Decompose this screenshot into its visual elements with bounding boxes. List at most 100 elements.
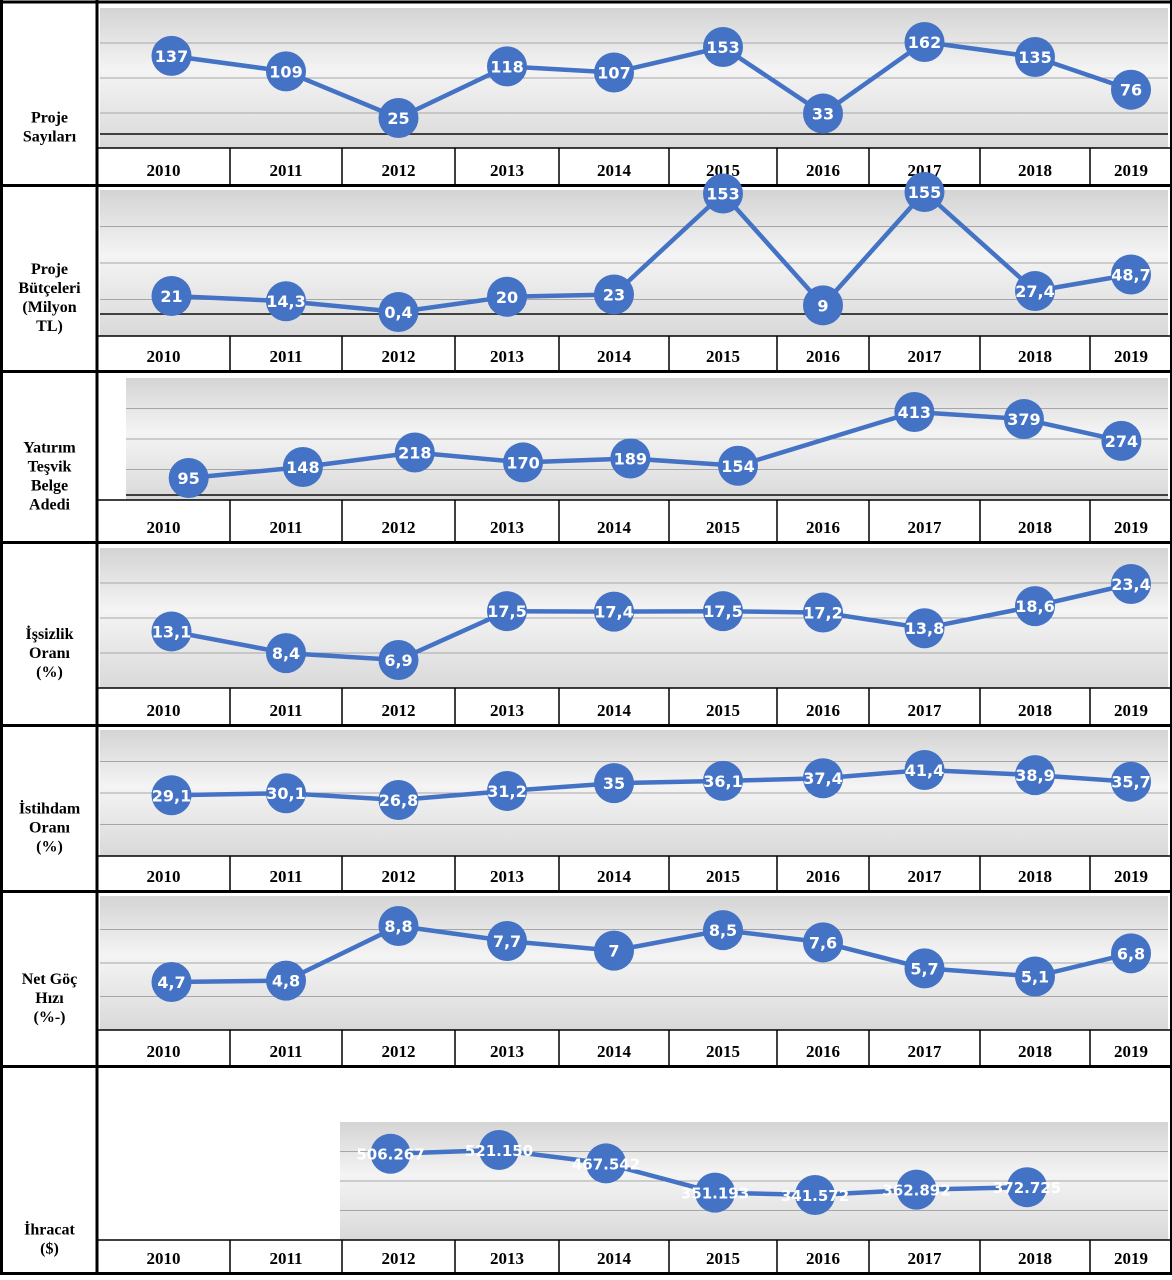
year-label: 2019 bbox=[1114, 1042, 1148, 1061]
data-label: 7 bbox=[608, 942, 619, 961]
data-label: 17,4 bbox=[594, 603, 633, 622]
data-point bbox=[594, 591, 634, 632]
data-point bbox=[703, 173, 743, 214]
data-label: 7,6 bbox=[809, 933, 837, 952]
data-point bbox=[479, 1130, 519, 1170]
data-point bbox=[894, 392, 935, 432]
data-label: 33 bbox=[812, 105, 834, 124]
data-label: 17,2 bbox=[803, 604, 842, 623]
year-label: 2010 bbox=[147, 1249, 181, 1268]
data-point bbox=[282, 447, 323, 487]
data-label: 36,1 bbox=[703, 772, 742, 791]
year-label: 2016 bbox=[806, 701, 840, 720]
row-label-line: Adedi bbox=[29, 497, 70, 514]
series-line bbox=[171, 39, 1132, 121]
data-label: 362.892 bbox=[882, 1182, 950, 1200]
year-label: 2012 bbox=[382, 1042, 416, 1061]
year-label: 2017 bbox=[908, 347, 943, 366]
data-point bbox=[487, 591, 527, 632]
series-line bbox=[171, 767, 1132, 803]
year-label: 2013 bbox=[490, 1249, 524, 1268]
row-label-line: Oranı bbox=[29, 645, 70, 662]
year-label: 2010 bbox=[147, 518, 181, 537]
data-point bbox=[703, 26, 743, 67]
data-label: 27,4 bbox=[1015, 282, 1054, 301]
data-label: 379 bbox=[1007, 410, 1040, 429]
data-point bbox=[594, 930, 634, 971]
row-label-line: Teşvik bbox=[28, 459, 72, 476]
data-label: 341.572 bbox=[781, 1187, 849, 1205]
data-point bbox=[904, 948, 945, 989]
data-label: 137 bbox=[155, 47, 188, 66]
year-label: 2019 bbox=[1114, 518, 1148, 537]
year-label: 2011 bbox=[269, 1042, 302, 1061]
data-point bbox=[151, 775, 192, 816]
data-point bbox=[370, 1133, 411, 1174]
year-label: 2012 bbox=[382, 518, 416, 537]
data-point bbox=[1003, 399, 1044, 440]
data-label: 17,5 bbox=[703, 602, 742, 621]
year-label: 2018 bbox=[1018, 867, 1052, 886]
data-point bbox=[487, 276, 527, 317]
data-label: 274 bbox=[1105, 432, 1138, 451]
data-point bbox=[378, 98, 419, 138]
data-label: 35 bbox=[603, 774, 625, 793]
year-label: 2018 bbox=[1018, 161, 1052, 180]
data-label: 170 bbox=[506, 453, 539, 472]
data-label: 38,9 bbox=[1015, 766, 1054, 785]
data-point bbox=[151, 611, 192, 652]
year-label: 2018 bbox=[1018, 347, 1052, 366]
data-point bbox=[803, 922, 843, 963]
data-point bbox=[151, 276, 192, 317]
year-label: 2019 bbox=[1114, 161, 1148, 180]
data-point bbox=[266, 51, 306, 92]
year-label: 2014 bbox=[597, 518, 632, 537]
data-label: 118 bbox=[490, 57, 523, 76]
year-label: 2014 bbox=[597, 1042, 632, 1061]
data-point bbox=[394, 432, 435, 473]
data-point bbox=[151, 35, 192, 76]
row-label-line: ($) bbox=[40, 1241, 59, 1258]
year-label: 2016 bbox=[806, 1249, 840, 1268]
year-label: 2019 bbox=[1114, 701, 1148, 720]
year-label: 2013 bbox=[490, 701, 524, 720]
series-line bbox=[171, 189, 1132, 315]
data-label: 41,4 bbox=[905, 761, 944, 780]
data-label: 162 bbox=[908, 33, 941, 52]
year-label: 2016 bbox=[806, 867, 840, 886]
year-label: 2014 bbox=[597, 867, 632, 886]
data-point bbox=[266, 633, 306, 674]
data-point bbox=[1101, 420, 1142, 461]
data-label: 153 bbox=[706, 38, 739, 57]
data-point bbox=[266, 773, 306, 814]
year-label: 2018 bbox=[1018, 1042, 1052, 1061]
data-label: 153 bbox=[706, 185, 739, 204]
data-label: 351.193 bbox=[681, 1185, 749, 1203]
year-label: 2019 bbox=[1114, 1249, 1148, 1268]
data-point bbox=[1111, 254, 1151, 295]
data-point bbox=[904, 750, 945, 790]
data-point bbox=[487, 46, 527, 87]
data-label: 154 bbox=[721, 457, 754, 476]
year-label: 2015 bbox=[706, 701, 740, 720]
data-label: 48,7 bbox=[1111, 266, 1150, 285]
data-label: 155 bbox=[908, 183, 941, 202]
row-label-line: (%) bbox=[36, 839, 63, 856]
data-point bbox=[378, 292, 419, 332]
data-point bbox=[610, 438, 651, 479]
data-point bbox=[1111, 564, 1151, 604]
data-point bbox=[904, 608, 945, 649]
data-label: 4,8 bbox=[272, 972, 300, 991]
data-point bbox=[594, 52, 634, 93]
data-point bbox=[378, 780, 419, 820]
year-label: 2013 bbox=[490, 347, 524, 366]
row-label-line: Yatırım bbox=[23, 440, 76, 457]
data-point bbox=[266, 281, 306, 322]
row-label-line: İşsizlik bbox=[25, 624, 73, 643]
data-label: 467.542 bbox=[572, 1155, 640, 1173]
year-label: 2018 bbox=[1018, 701, 1052, 720]
data-label: 148 bbox=[286, 458, 319, 477]
data-point bbox=[487, 921, 527, 962]
data-point bbox=[1111, 933, 1151, 974]
data-point bbox=[703, 591, 743, 632]
